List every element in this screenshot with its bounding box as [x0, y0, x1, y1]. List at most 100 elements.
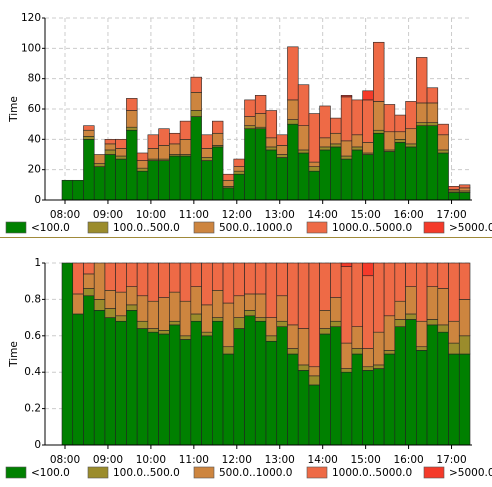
legend-label: >5000.0	[449, 222, 492, 234]
bar-segment	[136, 320, 149, 329]
bar-segment	[104, 149, 116, 155]
bar-segment	[287, 46, 299, 101]
bar-segment	[244, 315, 256, 446]
bar-segment	[115, 291, 127, 317]
bar-segment	[147, 160, 159, 201]
bar-segment	[448, 186, 460, 190]
x-tick-label: 09:00	[93, 454, 123, 466]
bar-segment	[362, 370, 374, 446]
bar-segment	[373, 262, 385, 333]
bar-segment	[104, 154, 116, 201]
bar-segment	[212, 262, 224, 291]
bar-segment	[287, 324, 299, 349]
bar-segment	[190, 313, 202, 322]
bar-segment	[201, 134, 213, 149]
bar-segment	[437, 331, 449, 446]
bar-segment	[169, 155, 181, 201]
bar-segment	[254, 317, 267, 322]
bar-segment	[254, 262, 267, 295]
legend-swatch	[5, 221, 27, 234]
bar-segment	[244, 125, 256, 130]
bar-segment	[437, 123, 449, 136]
bar-segment	[308, 384, 320, 446]
bar-segment	[233, 158, 245, 167]
bar-segment	[362, 154, 374, 201]
bar-segment	[458, 184, 471, 189]
bar-segment	[83, 129, 95, 137]
bar-segment	[126, 110, 138, 128]
bar-segment	[340, 342, 353, 369]
bar-segment	[297, 328, 310, 366]
bar-segment	[448, 192, 460, 201]
bar-segment	[308, 113, 320, 163]
bar-segment	[448, 320, 460, 344]
legend-swatch	[423, 221, 445, 234]
bar-segment	[276, 295, 288, 322]
bar-segment	[158, 160, 170, 201]
bar-segment	[351, 149, 363, 201]
bar-segment	[394, 114, 406, 133]
bar-segment	[212, 289, 224, 318]
bar-segment	[212, 146, 224, 201]
bar-segment	[136, 262, 149, 297]
bar-segment	[115, 158, 127, 201]
bar-segment	[416, 122, 428, 126]
bar-segment	[319, 149, 331, 201]
bar-segment	[287, 262, 299, 326]
bar-segment	[158, 128, 170, 146]
bar-segment	[115, 155, 127, 160]
bar-segment	[373, 101, 385, 131]
bar-segment	[287, 123, 299, 201]
bar-segment	[383, 104, 396, 133]
bar-segment	[222, 302, 235, 348]
bar-segment	[83, 295, 95, 446]
bar-segment	[287, 353, 299, 446]
bar-segment	[405, 286, 417, 315]
bar-segment	[136, 152, 149, 161]
bar-segment	[416, 125, 428, 201]
bar-segment	[340, 95, 353, 98]
bar-segment	[373, 331, 385, 366]
bar-segment	[383, 131, 396, 151]
y-tick-label: 1	[34, 257, 41, 269]
bar-segment	[147, 328, 159, 333]
x-tick-label: 16:00	[393, 454, 423, 466]
bar-segment	[115, 262, 127, 293]
bar-segment	[287, 119, 299, 125]
legend-swatch	[87, 221, 109, 234]
bar-segment	[179, 300, 192, 337]
x-tick-label: 08:00	[50, 454, 80, 466]
y-tick-label: 0	[34, 439, 41, 451]
bar-segment	[308, 161, 320, 167]
bar-segment	[308, 366, 320, 377]
y-axis-label: Time	[8, 341, 20, 368]
bar-segment	[104, 143, 116, 151]
y-tick-label: 0.2	[24, 403, 41, 415]
bar-segment	[233, 173, 245, 201]
bar-segment	[362, 90, 374, 101]
bar-segment	[330, 297, 342, 322]
x-tick-label: 10:00	[136, 454, 166, 466]
bar-segment	[340, 368, 353, 373]
bar-segment	[287, 348, 299, 355]
bar-segment	[190, 262, 202, 287]
bar-segment	[190, 76, 202, 93]
bar-segment	[93, 154, 106, 164]
bar-segment	[222, 179, 235, 187]
bar-segment	[437, 324, 449, 333]
bar-segment	[340, 140, 353, 157]
y-tick-label: 0.8	[24, 293, 41, 305]
bar-segment	[405, 101, 417, 130]
bar-segment	[136, 160, 149, 169]
bar-segment	[448, 353, 460, 446]
bar-segment	[136, 170, 149, 201]
bar-segment	[126, 262, 138, 287]
bar-segment	[351, 99, 363, 136]
bar-segment	[458, 262, 471, 300]
bar-segment	[351, 134, 363, 148]
bar-segment	[362, 142, 374, 154]
y-tick-label: 120	[21, 12, 41, 24]
x-tick-label: 13:00	[265, 209, 295, 221]
legend-label: 100.0..500.0	[113, 467, 180, 479]
